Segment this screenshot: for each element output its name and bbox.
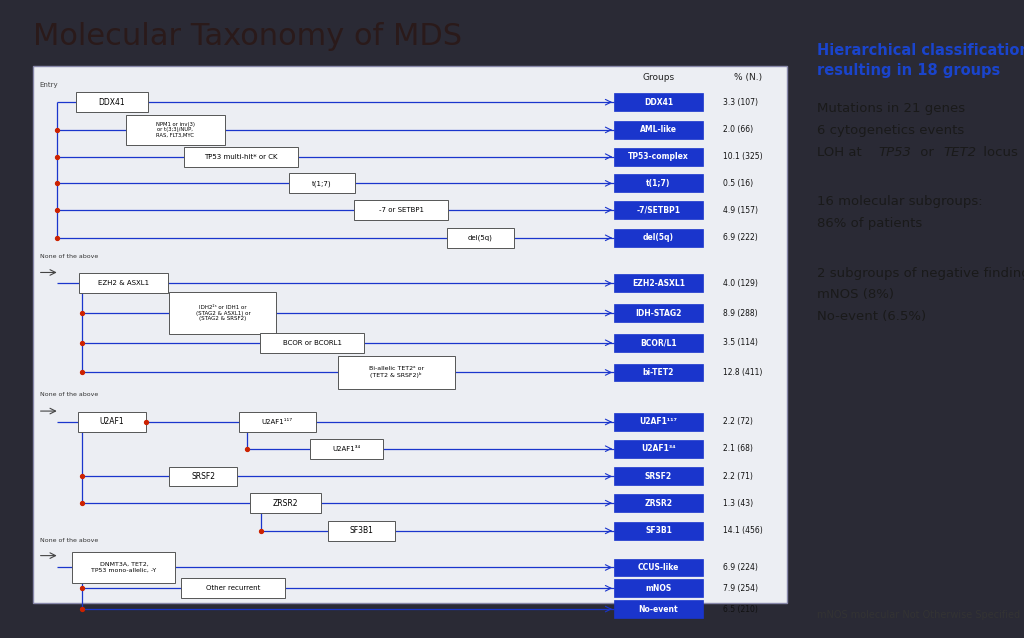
- FancyBboxPatch shape: [183, 147, 298, 167]
- Text: 3.5 (114): 3.5 (114): [723, 338, 758, 347]
- FancyBboxPatch shape: [614, 494, 703, 512]
- Text: SRSF2: SRSF2: [645, 472, 672, 481]
- FancyBboxPatch shape: [614, 522, 703, 540]
- Text: t(1;7): t(1;7): [312, 180, 332, 187]
- Text: IDH2²ˢ or IDH1 or
(STAG2 & ASXL1) or
(STAG2 & SRSF2): IDH2²ˢ or IDH1 or (STAG2 & ASXL1) or (ST…: [196, 305, 250, 322]
- FancyBboxPatch shape: [239, 412, 316, 432]
- Text: U2AF1¹¹⁷: U2AF1¹¹⁷: [262, 419, 293, 425]
- FancyBboxPatch shape: [310, 439, 383, 459]
- FancyBboxPatch shape: [169, 292, 276, 334]
- Text: resulting in 18 groups: resulting in 18 groups: [817, 63, 1000, 78]
- Text: TET2: TET2: [944, 145, 977, 159]
- FancyBboxPatch shape: [250, 493, 321, 513]
- Text: locus: locus: [979, 145, 1018, 159]
- FancyBboxPatch shape: [73, 552, 175, 583]
- Text: mNOS molecular Not Otherwise Specified: mNOS molecular Not Otherwise Specified: [817, 610, 1020, 620]
- Text: None of the above: None of the above: [40, 538, 98, 543]
- Text: AML-like: AML-like: [640, 126, 677, 135]
- Text: mNOS (8%): mNOS (8%): [817, 288, 894, 301]
- FancyBboxPatch shape: [260, 333, 364, 353]
- Text: DNMT3A, TET2,
TP53 mono-allelic, -Y: DNMT3A, TET2, TP53 mono-allelic, -Y: [91, 562, 157, 573]
- FancyBboxPatch shape: [614, 274, 703, 292]
- Text: DDX41: DDX41: [644, 98, 673, 107]
- Text: ZRSR2: ZRSR2: [272, 499, 298, 508]
- Text: EZH2-ASXL1: EZH2-ASXL1: [632, 279, 685, 288]
- Text: Groups: Groups: [642, 73, 675, 82]
- Text: CCUS-like: CCUS-like: [638, 563, 679, 572]
- Text: 4.0 (129): 4.0 (129): [723, 279, 758, 288]
- Text: Molecular Taxonomy of MDS: Molecular Taxonomy of MDS: [33, 22, 462, 50]
- FancyBboxPatch shape: [614, 334, 703, 352]
- FancyBboxPatch shape: [614, 468, 703, 486]
- Text: 6.5 (210): 6.5 (210): [723, 605, 758, 614]
- Text: 6.9 (224): 6.9 (224): [723, 563, 758, 572]
- Text: Hierarchical classification tree: Hierarchical classification tree: [817, 43, 1024, 58]
- Text: SF3B1: SF3B1: [645, 526, 672, 535]
- Text: bi-TET2: bi-TET2: [643, 368, 674, 377]
- FancyBboxPatch shape: [614, 600, 703, 618]
- FancyBboxPatch shape: [169, 466, 237, 486]
- FancyBboxPatch shape: [354, 200, 449, 220]
- Text: 2.2 (72): 2.2 (72): [723, 417, 753, 426]
- FancyBboxPatch shape: [80, 274, 169, 293]
- Text: DDX41: DDX41: [98, 98, 125, 107]
- FancyBboxPatch shape: [289, 174, 354, 193]
- Text: 14.1 (456): 14.1 (456): [723, 526, 763, 535]
- Text: EZH2 & ASXL1: EZH2 & ASXL1: [98, 280, 150, 286]
- Text: 2.1 (68): 2.1 (68): [723, 444, 753, 453]
- FancyBboxPatch shape: [614, 174, 703, 192]
- Text: or: or: [915, 145, 938, 159]
- Text: TP53: TP53: [879, 145, 911, 159]
- Text: 4.9 (157): 4.9 (157): [723, 205, 758, 214]
- Text: 2 subgroups of negative findings:: 2 subgroups of negative findings:: [817, 267, 1024, 279]
- Text: mNOS: mNOS: [645, 584, 672, 593]
- Text: del(5q): del(5q): [643, 234, 674, 242]
- Text: U2AF1¹¹⁷: U2AF1¹¹⁷: [640, 417, 678, 426]
- Text: 16 molecular subgroups:: 16 molecular subgroups:: [817, 195, 983, 208]
- Text: SF3B1: SF3B1: [349, 526, 374, 535]
- FancyBboxPatch shape: [614, 413, 703, 431]
- Text: Entry: Entry: [40, 82, 58, 88]
- Text: ZRSR2: ZRSR2: [644, 499, 673, 508]
- Text: Bi-allelic TET2ᵃ or
(TET2 & SRSF2)ᵇ: Bi-allelic TET2ᵃ or (TET2 & SRSF2)ᵇ: [369, 366, 424, 378]
- FancyBboxPatch shape: [614, 579, 703, 597]
- Text: IDH-STAG2: IDH-STAG2: [635, 309, 682, 318]
- Text: Other recurrent: Other recurrent: [206, 585, 260, 591]
- FancyBboxPatch shape: [614, 304, 703, 322]
- Text: 8.9 (288): 8.9 (288): [723, 309, 758, 318]
- Text: 0.5 (16): 0.5 (16): [723, 179, 753, 188]
- Text: 86% of patients: 86% of patients: [817, 217, 923, 230]
- Text: No-event: No-event: [639, 605, 678, 614]
- FancyBboxPatch shape: [614, 121, 703, 139]
- Text: U2AF1³⁴: U2AF1³⁴: [333, 446, 360, 452]
- Text: SRSF2: SRSF2: [191, 472, 215, 481]
- Text: % (N.): % (N.): [733, 73, 762, 82]
- Text: LOH at: LOH at: [817, 145, 866, 159]
- Text: NPM1 or inv(3)
or t(3;3)/NUP,
RAS, FLT3,MYC: NPM1 or inv(3) or t(3;3)/NUP, RAS, FLT3,…: [156, 122, 195, 138]
- FancyBboxPatch shape: [79, 412, 145, 432]
- Text: BCOR/L1: BCOR/L1: [640, 338, 677, 347]
- FancyBboxPatch shape: [338, 355, 455, 389]
- FancyBboxPatch shape: [328, 521, 395, 541]
- Text: U2AF1³⁴: U2AF1³⁴: [641, 444, 676, 453]
- Text: t(1;7): t(1;7): [646, 179, 671, 188]
- FancyBboxPatch shape: [614, 229, 703, 247]
- Text: 2.0 (66): 2.0 (66): [723, 126, 753, 135]
- FancyBboxPatch shape: [181, 579, 285, 598]
- Text: BCOR or BCORL1: BCOR or BCORL1: [283, 340, 342, 346]
- Text: 6 cytogenetics events: 6 cytogenetics events: [817, 124, 965, 137]
- Text: U2AF1: U2AF1: [99, 417, 124, 426]
- FancyBboxPatch shape: [614, 440, 703, 457]
- FancyBboxPatch shape: [77, 93, 147, 112]
- Text: 1.3 (43): 1.3 (43): [723, 499, 753, 508]
- Text: No-event (6.5%): No-event (6.5%): [817, 310, 926, 323]
- Text: -7 or SETBP1: -7 or SETBP1: [379, 207, 424, 213]
- Text: TP53-complex: TP53-complex: [628, 152, 689, 161]
- FancyBboxPatch shape: [126, 115, 225, 145]
- FancyBboxPatch shape: [33, 66, 787, 603]
- FancyBboxPatch shape: [614, 148, 703, 165]
- Text: Mutations in 21 genes: Mutations in 21 genes: [817, 102, 965, 115]
- Text: 3.3 (107): 3.3 (107): [723, 98, 758, 107]
- Text: 2.2 (71): 2.2 (71): [723, 472, 753, 481]
- Text: 7.9 (254): 7.9 (254): [723, 584, 758, 593]
